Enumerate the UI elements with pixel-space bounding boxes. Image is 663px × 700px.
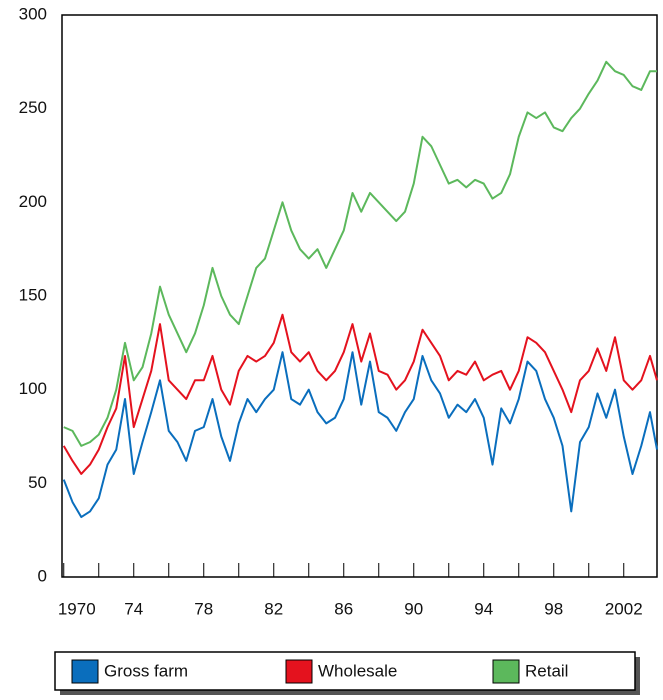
x-tick-label: 1970 [58,599,96,618]
legend-label: Wholesale [318,661,397,680]
legend-label: Gross farm [104,661,188,680]
legend-box [54,651,636,691]
y-tick-label: 150 [19,285,47,304]
series-line [62,313,658,475]
plot-frame [61,14,658,578]
x-tick-label: 74 [124,599,143,618]
x-tick-label: 98 [544,599,563,618]
x-tick-label: 86 [334,599,353,618]
x-tick-label: 82 [264,599,283,618]
legend-swatch [71,659,99,684]
y-tick-label: 200 [19,192,47,211]
legend-swatch [285,659,313,684]
legend-label: Retail [525,661,568,680]
series-line [62,351,658,519]
x-tick-label: 2002 [605,599,643,618]
y-tick-label: 300 [19,4,47,23]
y-tick-label: 100 [19,379,47,398]
y-tick-label: 0 [38,566,47,585]
y-tick-label: 50 [28,473,47,492]
x-tick-label: 94 [474,599,493,618]
x-tick-label: 90 [404,599,423,618]
series-line [63,60,657,447]
x-tick-label: 78 [194,599,213,618]
legend-swatch [492,659,520,684]
y-tick-label: 250 [19,98,47,117]
